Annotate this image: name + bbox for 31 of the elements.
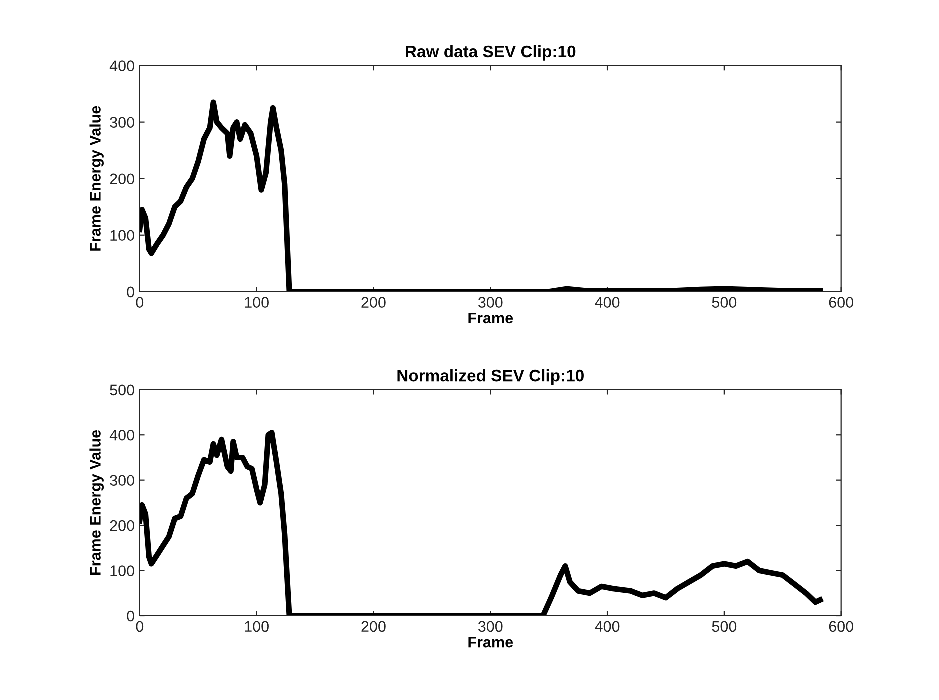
y-tick-label: 500 <box>110 384 134 396</box>
y-tick-label: 400 <box>110 60 134 72</box>
x-tick-label: 500 <box>712 297 737 308</box>
y-tick-label: 300 <box>110 475 134 486</box>
y-tick-label: 200 <box>110 174 134 185</box>
x-tick-label: 100 <box>245 621 269 632</box>
y-tick-label: 300 <box>110 117 134 128</box>
chart-title: Raw data SEV Clip:10 <box>406 45 576 61</box>
x-tick-label: 200 <box>362 297 386 308</box>
x-tick-label: 0 <box>136 297 144 308</box>
x-tick-label: 0 <box>136 621 144 632</box>
y-tick-label: 400 <box>110 430 134 441</box>
y-tick-label: 0 <box>127 610 134 622</box>
y-axis-title: Frame Energy Value <box>90 106 104 251</box>
x-tick-label: 300 <box>478 621 503 632</box>
x-tick-label: 600 <box>829 297 854 308</box>
x-axis-title: Frame <box>468 312 514 324</box>
x-tick-label: 400 <box>595 297 620 308</box>
x-axis-title: Frame <box>468 637 514 648</box>
x-tick-label: 400 <box>595 621 620 632</box>
x-tick-label: 200 <box>362 621 386 632</box>
x-tick-label: 300 <box>478 297 503 308</box>
y-tick-label: 100 <box>110 566 134 576</box>
x-tick-label: 600 <box>829 621 854 632</box>
y-tick-label: 200 <box>110 520 134 532</box>
y-tick-label: 0 <box>127 286 134 298</box>
x-tick-label: 500 <box>712 621 737 632</box>
y-axis-title: Frame Energy Value <box>90 430 104 575</box>
chart-title: Normalized SEV Clip:10 <box>398 369 584 386</box>
y-tick-label: 100 <box>110 230 134 242</box>
x-tick-label: 100 <box>245 297 269 308</box>
